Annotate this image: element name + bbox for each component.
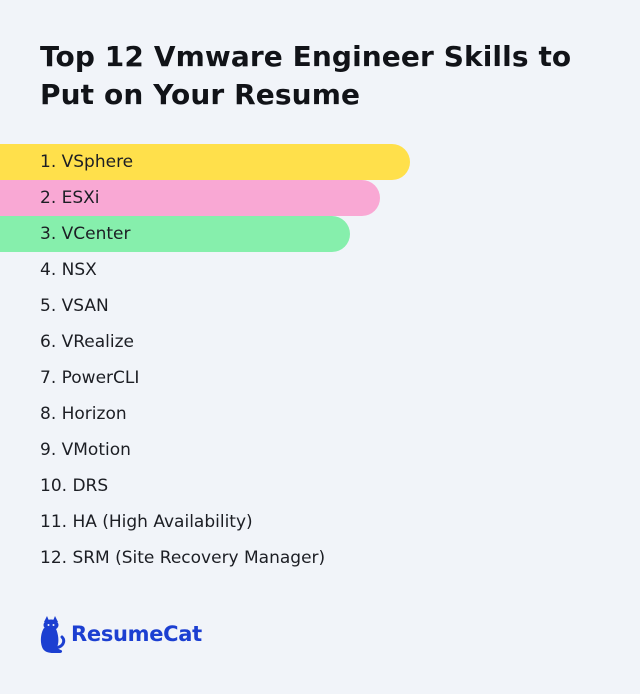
skill-item-vmotion: 9. VMotion xyxy=(40,440,131,460)
skill-item-powercli: 7. PowerCLI xyxy=(40,368,140,388)
skill-item-esxi: 2. ESXi xyxy=(0,180,380,216)
skills-list: 1. VSphere 2. ESXi 3. VCenter 4. NSX 5. … xyxy=(0,144,410,576)
skill-item-drs: 10. DRS xyxy=(40,476,109,496)
skill-item-vrealize: 6. VRealize xyxy=(40,332,135,352)
brand-name: ResumeCat xyxy=(71,622,202,646)
skill-item-nsx: 4. NSX xyxy=(40,260,97,280)
page-title: Top 12 Vmware Engineer Skills to Put on … xyxy=(40,40,572,111)
skill-item-vcenter: 3. VCenter xyxy=(0,216,350,252)
skill-item-ha: 11. HA (High Availability) xyxy=(40,512,253,532)
skill-item-vsphere: 1. VSphere xyxy=(0,144,410,180)
cat-icon xyxy=(40,616,66,653)
skill-item-srm: 12. SRM (Site Recovery Manager) xyxy=(40,548,326,568)
brand-logo: ResumeCat xyxy=(38,614,202,654)
skill-item-vsan: 5. VSAN xyxy=(40,296,109,316)
skill-item-horizon: 8. Horizon xyxy=(40,404,127,424)
